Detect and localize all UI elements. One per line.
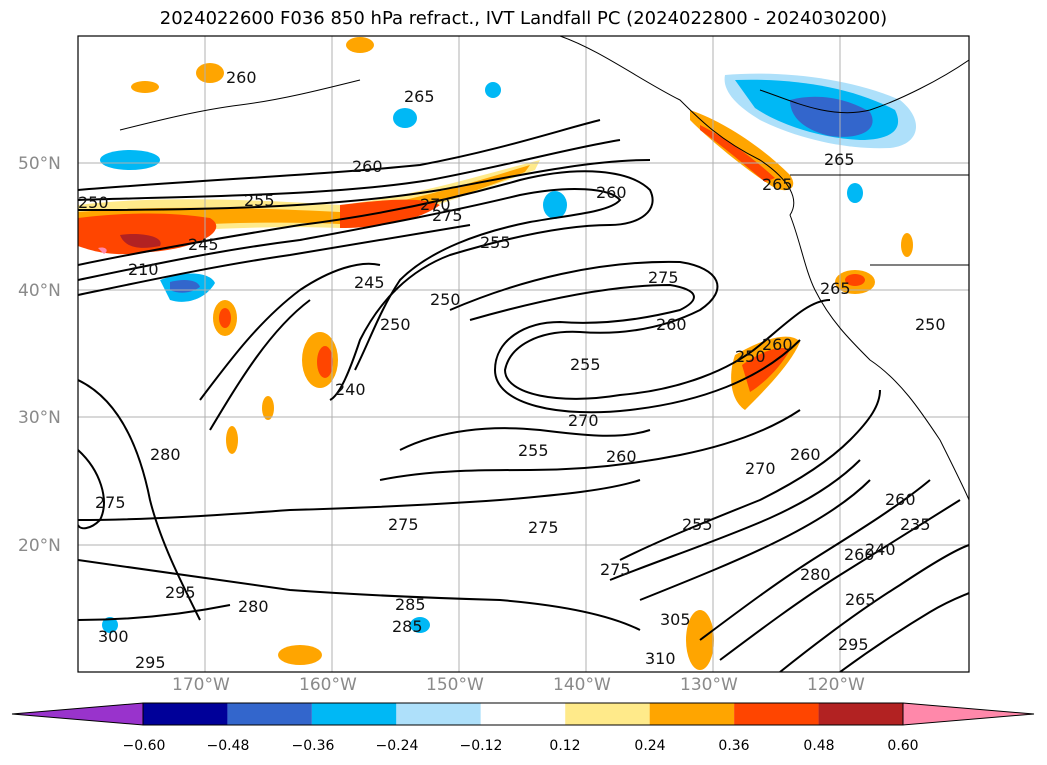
contour-label: 265 bbox=[762, 175, 793, 194]
contour-label: 255 bbox=[244, 191, 275, 210]
colorbar-tick-label: −0.48 bbox=[207, 738, 250, 754]
contour-label: 250 bbox=[915, 315, 946, 334]
contour-label: 275 bbox=[432, 206, 463, 225]
colorbar-segment bbox=[649, 703, 735, 725]
contour-label: 245 bbox=[354, 273, 385, 292]
contour-label: 285 bbox=[395, 595, 426, 614]
lat-label-30n: 30°N bbox=[18, 408, 61, 428]
contour-label: 265 bbox=[404, 87, 435, 106]
lat-label-20n: 20°N bbox=[18, 536, 61, 556]
contour-label: 300 bbox=[98, 627, 129, 646]
latitude-labels: 50°N 40°N 30°N 20°N bbox=[18, 154, 61, 556]
contour-label: 305 bbox=[660, 610, 691, 629]
contour-label: 245 bbox=[188, 235, 219, 254]
lon-label-130w: 130°W bbox=[680, 675, 738, 690]
colorbar-tick-label: −0.60 bbox=[123, 738, 166, 754]
colorbar-tick-label: 0.48 bbox=[803, 738, 834, 754]
lon-label-140w: 140°W bbox=[553, 675, 611, 690]
contour-label: 255 bbox=[682, 515, 713, 534]
contour-label: 275 bbox=[388, 515, 419, 534]
contour-label: 275 bbox=[528, 518, 559, 537]
contour-label: 270 bbox=[568, 411, 599, 430]
contour-labels: 260 265 260 250 255 270 275 245 210 255 … bbox=[78, 68, 946, 672]
contour-label: 260 bbox=[885, 490, 916, 509]
contour-label: 240 bbox=[335, 380, 366, 399]
map-panel: 260 265 260 250 255 270 275 245 210 255 … bbox=[18, 35, 970, 690]
colorbar-extension-max bbox=[902, 702, 1035, 726]
lon-label-150w: 150°W bbox=[426, 675, 484, 690]
colorbar-segments bbox=[11, 702, 1035, 726]
colorbar-tick-label: −0.12 bbox=[460, 738, 503, 754]
contour-label: 250 bbox=[380, 315, 411, 334]
contour-label: 270 bbox=[745, 459, 776, 478]
contour-label: 250 bbox=[78, 193, 109, 212]
shaded-field bbox=[78, 37, 917, 670]
contour-label: 295 bbox=[838, 635, 869, 654]
contour-label: 260 bbox=[762, 335, 793, 354]
colorbar: −0.60 −0.48 −0.36 −0.24 −0.12 0.12 0.24 … bbox=[11, 702, 1035, 754]
contour-label: 280 bbox=[238, 597, 269, 616]
colorbar-segment bbox=[396, 703, 481, 725]
colorbar-tick-label: 0.60 bbox=[887, 738, 918, 754]
contour-label: 275 bbox=[648, 268, 679, 287]
colorbar-tick-label: 0.36 bbox=[718, 738, 749, 754]
contour-label: 210 bbox=[128, 260, 159, 279]
lat-label-50n: 50°N bbox=[18, 154, 61, 174]
contour-label: 235 bbox=[900, 515, 931, 534]
contour-label: 285 bbox=[392, 617, 423, 636]
colorbar-segment bbox=[565, 703, 650, 725]
contour-label: 255 bbox=[518, 441, 549, 460]
contour-label: 270 bbox=[420, 195, 451, 214]
contour-label: 260 bbox=[656, 315, 687, 334]
colorbar-frame bbox=[142, 702, 904, 726]
contour-label: 260 bbox=[352, 157, 383, 176]
contour-label: 260 bbox=[596, 183, 627, 202]
colorbar-segment bbox=[818, 703, 903, 725]
colorbar-segment bbox=[734, 703, 819, 725]
lat-label-40n: 40°N bbox=[18, 281, 61, 301]
colorbar-segment bbox=[143, 703, 228, 725]
map-frame bbox=[77, 35, 970, 673]
lon-label-160w: 160°W bbox=[299, 675, 357, 690]
contour-label: 255 bbox=[570, 355, 601, 374]
colorbar-extension-min bbox=[11, 702, 144, 726]
lon-label-120w: 120°W bbox=[807, 675, 865, 690]
contour-label: 265 bbox=[824, 150, 855, 169]
colorbar-segment bbox=[311, 703, 397, 725]
contour-label: 275 bbox=[95, 493, 126, 512]
contour-label: 255 bbox=[480, 233, 511, 252]
map-title: 2024022600 F036 850 hPa refract., IVT La… bbox=[159, 8, 888, 29]
colorbar-segment bbox=[227, 703, 312, 725]
colorbar-tick-label: −0.36 bbox=[292, 738, 335, 754]
contour-label: 310 bbox=[645, 649, 676, 668]
contour-label: 260 bbox=[606, 447, 637, 466]
contour-label: 265 bbox=[820, 279, 851, 298]
colorbar-labels: −0.60 −0.48 −0.36 −0.24 −0.12 0.12 0.24 … bbox=[123, 738, 919, 754]
colorbar-tick-label: −0.24 bbox=[376, 738, 419, 754]
contour-label: 295 bbox=[135, 653, 166, 672]
contour-lines bbox=[78, 119, 969, 672]
colorbar-segment bbox=[480, 703, 566, 725]
graticule bbox=[78, 36, 969, 672]
coastlines bbox=[119, 36, 969, 501]
contour-label: 260 bbox=[226, 68, 257, 87]
contour-label: 260 bbox=[844, 545, 875, 564]
colorbar-tick-label: 0.24 bbox=[634, 738, 665, 754]
contour-label: 295 bbox=[165, 583, 196, 602]
lon-label-170w: 170°W bbox=[172, 675, 230, 690]
contour-label: 275 bbox=[600, 560, 631, 579]
contour-label: 265 bbox=[845, 590, 876, 609]
contour-label: 280 bbox=[800, 565, 831, 584]
contour-label: 240 bbox=[865, 540, 896, 559]
contour-label: 250 bbox=[430, 290, 461, 309]
colorbar-tick-label: 0.12 bbox=[549, 738, 580, 754]
contour-label: 280 bbox=[150, 445, 181, 464]
longitude-labels: 170°W 160°W 150°W 140°W 130°W 120°W bbox=[172, 675, 865, 690]
contour-label: 260 bbox=[790, 445, 821, 464]
contour-label: 250 bbox=[735, 347, 766, 366]
